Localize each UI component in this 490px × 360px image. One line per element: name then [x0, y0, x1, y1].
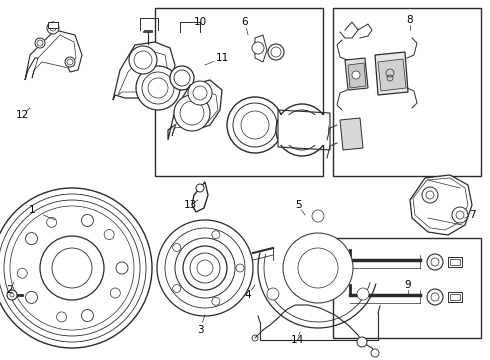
Circle shape — [212, 297, 220, 305]
Circle shape — [352, 71, 360, 79]
Circle shape — [40, 236, 104, 300]
Polygon shape — [25, 30, 82, 80]
Circle shape — [157, 220, 253, 316]
Text: 6: 6 — [242, 17, 248, 27]
Circle shape — [35, 38, 45, 48]
Circle shape — [427, 254, 443, 270]
Circle shape — [104, 230, 114, 239]
Circle shape — [110, 288, 121, 298]
Bar — [450, 259, 460, 265]
Polygon shape — [278, 115, 328, 145]
Circle shape — [170, 66, 194, 90]
Circle shape — [47, 22, 59, 34]
Polygon shape — [113, 42, 175, 100]
Circle shape — [276, 104, 328, 156]
Polygon shape — [348, 63, 366, 88]
Circle shape — [196, 184, 204, 192]
Circle shape — [452, 207, 468, 223]
Circle shape — [57, 312, 67, 322]
Text: 8: 8 — [407, 15, 413, 25]
Text: 13: 13 — [183, 200, 196, 210]
Text: 4: 4 — [245, 290, 251, 300]
Polygon shape — [168, 80, 222, 140]
Polygon shape — [340, 118, 363, 150]
Circle shape — [427, 289, 443, 305]
Circle shape — [81, 310, 94, 321]
Bar — [450, 294, 460, 300]
Text: 11: 11 — [216, 53, 229, 63]
Circle shape — [7, 290, 17, 300]
Circle shape — [268, 44, 284, 60]
Text: 2: 2 — [7, 285, 13, 295]
Circle shape — [252, 42, 264, 54]
Polygon shape — [172, 88, 218, 136]
Circle shape — [47, 217, 57, 227]
Circle shape — [81, 215, 94, 226]
Circle shape — [371, 349, 379, 357]
Circle shape — [25, 233, 38, 244]
Circle shape — [212, 231, 220, 239]
Polygon shape — [410, 175, 472, 235]
Text: 3: 3 — [196, 325, 203, 335]
Polygon shape — [345, 58, 368, 90]
Polygon shape — [118, 50, 168, 95]
Circle shape — [65, 57, 75, 67]
Circle shape — [172, 243, 181, 251]
Circle shape — [25, 291, 38, 303]
Circle shape — [283, 233, 353, 303]
Polygon shape — [413, 178, 468, 230]
Circle shape — [175, 238, 235, 298]
Circle shape — [172, 284, 181, 293]
Bar — [448, 292, 462, 302]
Circle shape — [17, 268, 27, 278]
Bar — [155, 8, 323, 176]
Text: 7: 7 — [469, 210, 475, 220]
Circle shape — [129, 46, 157, 74]
Text: 14: 14 — [291, 335, 304, 345]
Circle shape — [267, 288, 279, 300]
Polygon shape — [255, 35, 267, 62]
Circle shape — [357, 288, 369, 300]
Text: 12: 12 — [15, 110, 28, 120]
Circle shape — [136, 66, 180, 110]
Circle shape — [357, 337, 367, 347]
Polygon shape — [32, 35, 76, 78]
Circle shape — [227, 97, 283, 153]
Circle shape — [236, 264, 244, 272]
Circle shape — [174, 95, 210, 131]
Circle shape — [188, 81, 212, 105]
Text: 5: 5 — [294, 200, 301, 210]
Polygon shape — [48, 22, 58, 28]
Bar — [448, 257, 462, 267]
Circle shape — [422, 187, 438, 203]
Circle shape — [116, 262, 128, 274]
Polygon shape — [378, 59, 406, 91]
Text: 9: 9 — [405, 280, 411, 290]
Circle shape — [312, 210, 324, 222]
Polygon shape — [375, 52, 408, 95]
Bar — [333, 8, 481, 176]
Text: 1: 1 — [29, 205, 35, 215]
Circle shape — [0, 188, 152, 348]
Text: 10: 10 — [194, 17, 207, 27]
Bar — [333, 238, 481, 338]
